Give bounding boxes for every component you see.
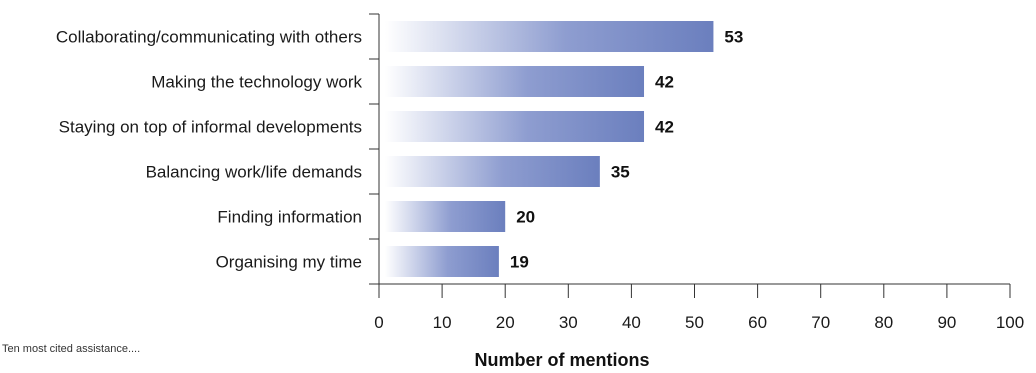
x-tick-label: 50: [685, 313, 704, 332]
category-labels: Collaborating/communicating with others M…: [56, 28, 363, 272]
x-tick-label: 20: [496, 313, 515, 332]
x-tick-label: 30: [559, 313, 578, 332]
bar: [385, 201, 506, 232]
bar: [385, 156, 600, 187]
footnote: Ten most cited assistance....: [2, 343, 140, 355]
x-tick-label: 100: [996, 313, 1024, 332]
category-label: Making the technology work: [151, 73, 362, 92]
value-label: 19: [510, 253, 529, 272]
x-tick-label: 10: [433, 313, 452, 332]
axes: [378, 14, 1010, 285]
x-tick-label: 40: [622, 313, 641, 332]
bar: [385, 66, 645, 97]
x-axis-title: Number of mentions: [474, 350, 649, 370]
x-tick-label: 90: [937, 313, 956, 332]
bar: [385, 111, 645, 142]
y-axis-ticks: [369, 13, 379, 285]
category-label: Finding information: [217, 208, 362, 227]
category-label: Organising my time: [216, 253, 362, 272]
value-label: 42: [655, 73, 674, 92]
value-labels: 53 42 42 35 20 19: [510, 28, 743, 272]
category-label: Collaborating/communicating with others: [56, 28, 362, 47]
x-axis-ticks: 0 10 20 30 40 50 60 70 80 90 100: [374, 284, 1024, 332]
value-label: 53: [724, 28, 743, 47]
bar: [385, 21, 714, 52]
x-tick-label: 70: [811, 313, 830, 332]
value-label: 35: [611, 163, 630, 182]
x-tick-label: 0: [374, 313, 383, 332]
x-tick-label: 60: [748, 313, 767, 332]
value-label: 20: [516, 208, 535, 227]
category-label: Staying on top of informal developments: [59, 118, 362, 137]
bars-group: [385, 21, 714, 277]
category-label: Balancing work/life demands: [146, 163, 362, 182]
x-tick-label: 80: [874, 313, 893, 332]
bar: [385, 246, 499, 277]
value-label: 42: [655, 118, 674, 137]
